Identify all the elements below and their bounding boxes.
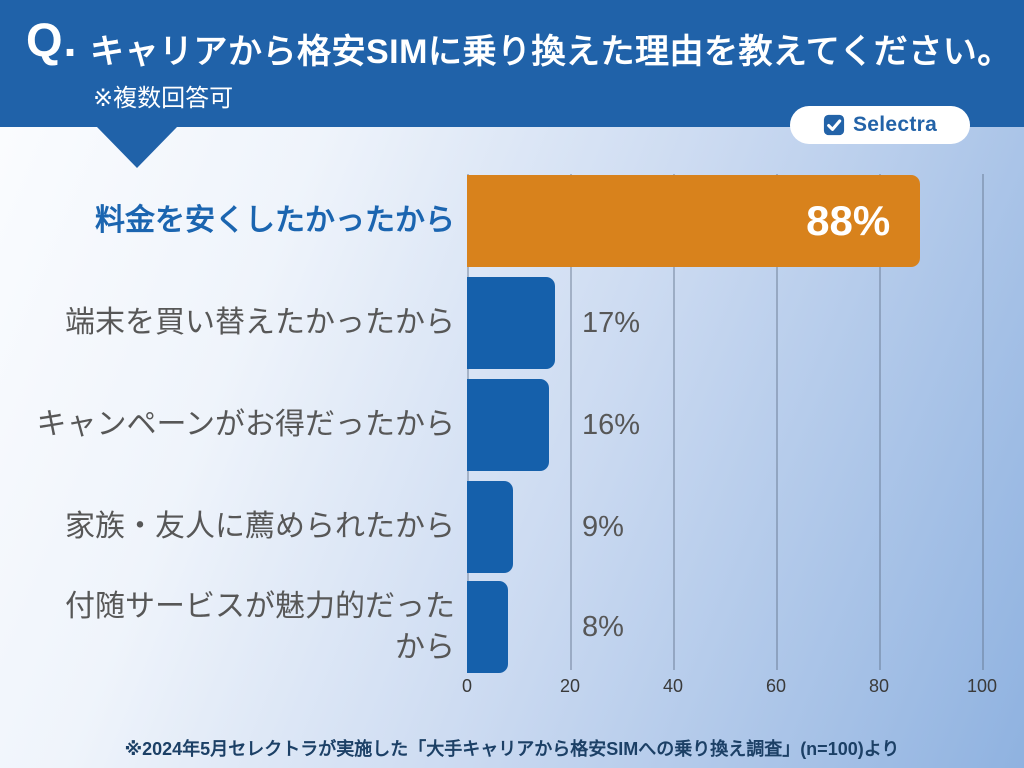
value-label: 9% bbox=[582, 510, 624, 543]
header-band: Q. キャリアから格安SIMに乗り換えた理由を教えてください。 ※複数回答可 bbox=[0, 0, 1024, 127]
gridline bbox=[673, 174, 675, 670]
multiple-answer-note: ※複数回答可 bbox=[93, 85, 234, 112]
checkbox-check-icon bbox=[823, 114, 845, 136]
bar bbox=[467, 481, 514, 573]
bar bbox=[467, 581, 509, 673]
category-label: 家族・友人に薦められたから bbox=[65, 510, 455, 544]
x-axis-tick: 100 bbox=[966, 676, 998, 696]
x-axis-tick: 20 bbox=[559, 676, 581, 696]
header-pointer-triangle bbox=[97, 127, 177, 168]
gridline bbox=[570, 174, 572, 670]
x-axis-tick: 80 bbox=[868, 676, 890, 696]
category-label: 端末を買い替えたかったから bbox=[65, 306, 455, 340]
category-label: 付随サービスが魅力的だった から bbox=[65, 589, 455, 664]
value-label: 88% bbox=[806, 197, 891, 244]
x-axis-tick: 0 bbox=[461, 676, 473, 696]
category-label: 料金を安くしたかったから bbox=[95, 204, 455, 238]
x-axis-tick: 40 bbox=[662, 676, 684, 696]
bar: 88% bbox=[467, 175, 921, 267]
value-label: 8% bbox=[582, 610, 624, 643]
page-title: キャリアから格安SIMに乗り換えた理由を教えてください。 bbox=[90, 33, 1012, 71]
source-note: ※2024年5月セレクトラが実施した「大手キャリアから格安SIMへの乗り換え調査… bbox=[124, 739, 900, 759]
gridline bbox=[982, 174, 984, 670]
brand-badge: Selectra bbox=[790, 106, 970, 144]
x-axis-tick: 60 bbox=[765, 676, 787, 696]
question-prefix: Q. bbox=[26, 13, 78, 66]
bar bbox=[467, 379, 550, 471]
brand-name: Selectra bbox=[852, 113, 938, 136]
gridline bbox=[879, 174, 881, 670]
gridline bbox=[776, 174, 778, 670]
value-label: 16% bbox=[582, 408, 641, 441]
category-label: キャンペーンがお得だったから bbox=[36, 408, 456, 442]
bar bbox=[467, 277, 555, 369]
value-label: 17% bbox=[582, 306, 641, 339]
